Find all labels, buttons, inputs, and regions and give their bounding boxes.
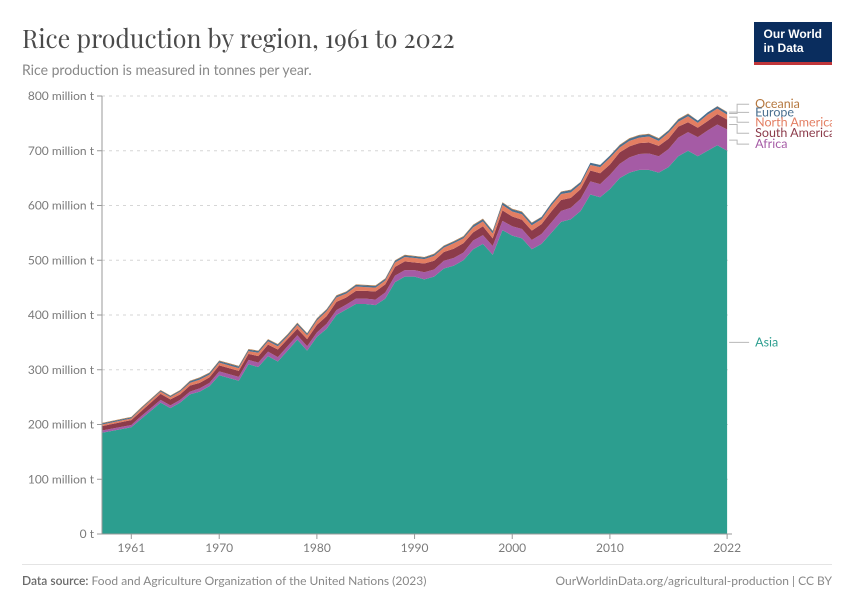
logo-line-2: in Data — [764, 41, 804, 55]
ytick-label: 0 t — [80, 526, 95, 541]
legend-label-asia: Asia — [755, 334, 778, 349]
xtick-label: 2022 — [713, 540, 741, 555]
owid-logo: Our World in Data — [754, 22, 832, 65]
ytick-label: 500 million t — [28, 252, 95, 267]
footer-source-label: Data source: — [22, 573, 88, 588]
footer-source: Data source: Food and Agriculture Organi… — [22, 573, 426, 588]
xtick-label: 1990 — [401, 540, 429, 555]
ytick-label: 100 million t — [28, 471, 95, 486]
xtick-label: 1970 — [205, 540, 233, 555]
footer-source-value: Food and Agriculture Organization of the… — [92, 573, 427, 588]
stacked-area-chart: 0 t 100 million t 200 million t 300 million… — [22, 88, 832, 568]
xtick-label: 1980 — [303, 540, 331, 555]
xtick-label: 2010 — [596, 540, 624, 555]
xtick-label: 1961 — [117, 540, 145, 555]
area-asia — [102, 145, 727, 534]
legend-label-africa: Africa — [755, 136, 787, 151]
footer-right: OurWorldinData.org/agricultural-producti… — [555, 573, 832, 588]
chart-footer: Data source: Food and Agriculture Organi… — [22, 564, 832, 588]
chart-title: Rice production by region, 1961 to 2022 — [22, 22, 832, 55]
chart-area: 0 t 100 million t 200 million t 300 million… — [22, 88, 832, 568]
ytick-label: 700 million t — [28, 143, 95, 158]
logo-line-1: Our World — [764, 27, 822, 41]
ytick-label: 600 million t — [28, 198, 95, 213]
ytick-label: 300 million t — [28, 362, 95, 377]
ytick-label: 800 million t — [28, 88, 95, 103]
chart-subtitle: Rice production is measured in tonnes pe… — [22, 61, 832, 78]
ytick-label: 200 million t — [28, 417, 95, 432]
xtick-label: 2000 — [498, 540, 526, 555]
ytick-label: 400 million t — [28, 307, 95, 322]
